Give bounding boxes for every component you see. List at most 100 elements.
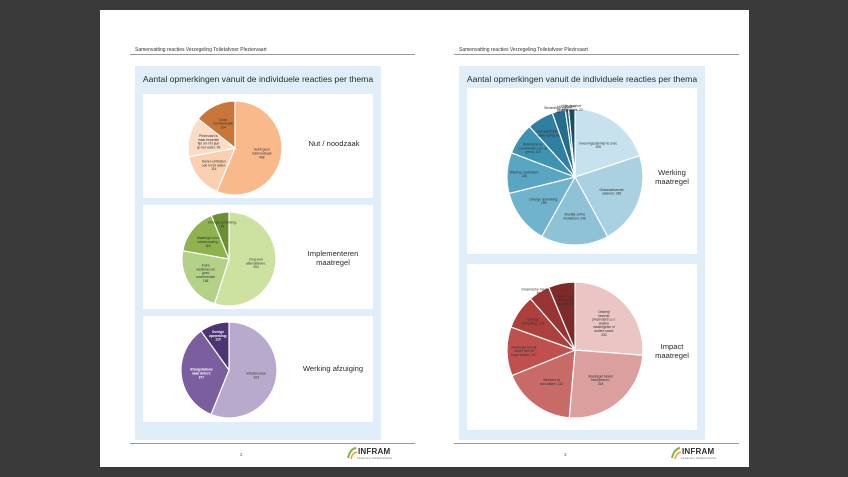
slice-label-line: 199 [541, 201, 547, 205]
theme-label-line: Nut / noodzaak [308, 139, 360, 148]
slice-label-line: Extra [202, 264, 210, 268]
slice-label: Maatregel brengt ander veel te hoge kosten… [511, 345, 536, 357]
pie-slice [188, 147, 236, 193]
slice-label: Overige opmerking; 199 [529, 197, 558, 205]
document-page-left: Samenvatting reacties Verzegeling Toilet… [100, 10, 425, 467]
slice-label-line: Onterrijt [598, 310, 610, 314]
slice-label: Groot nut/noodzaak 104 [213, 118, 233, 130]
slice-label-line: nut/noodzaak [252, 152, 272, 156]
page-number: 3 [564, 452, 567, 457]
slice-label-line: 377 [199, 375, 205, 379]
slice-label: Plezirvaart is maar beperkte tijd om het j… [197, 134, 221, 149]
slice-label: Extra nadenken en goed voorbereiden 168 [196, 264, 215, 283]
infram-logo: INFRAM Infrastructuur, Mobiliteit & Ruim… [346, 446, 401, 462]
slice-label: Heeft geen nut/noodzaak 408 [252, 148, 272, 160]
slice-label-line: wateren; 338 [602, 192, 621, 196]
slice-label-line: Plezirvaart is [199, 134, 218, 138]
slice-label-line: Afzuigstations [190, 368, 213, 372]
slice-label-line: verzegeld; 12 [557, 108, 577, 112]
slice-label-line: 623 [254, 375, 260, 379]
theme-label: Werking maatregel [647, 168, 697, 186]
pie-slice [567, 108, 576, 178]
slice-label-line: Overige opmerking; [208, 221, 237, 225]
slice-label-line: hoge kosten; 147 [511, 353, 536, 357]
pie-slice [180, 330, 230, 416]
pie-slice [511, 349, 576, 419]
slice-label-line: verzegelen; 23 [561, 108, 583, 112]
theme-label-line: Werking [658, 168, 686, 177]
slice-label-line: Maatregel voor [197, 236, 220, 240]
slice-label: Invoeringsstermijn te snel; 305 [579, 141, 617, 149]
slice-label-line: 148 [521, 174, 527, 178]
theme-label: Nut / noodzaak [299, 139, 369, 148]
logo-mark-icon [671, 447, 682, 460]
chart-panel: Aantal opmerkingen vanuit de individuele… [459, 66, 705, 440]
theme-label-line: maatregel [316, 258, 350, 267]
slice-label-line: Groot [219, 118, 227, 122]
slice-label-line: schoolkten; 222 [540, 382, 563, 386]
slice-label-line: installeren; 246 [564, 217, 587, 221]
slice-label-line: privacy bij [558, 298, 573, 302]
slice-label-line: tijd om het jaar [198, 142, 221, 146]
slice-label-line: 48 [557, 110, 561, 114]
slice-label-line: grens; 115 [525, 150, 541, 154]
slice-label: Afzuigstations vaak defect; 377 [190, 368, 213, 380]
pie-slice [182, 214, 230, 260]
slice-label-line: Drasmische maatregel; [521, 287, 555, 291]
slice-label-line: Overige [212, 330, 224, 334]
slice-label-line: 318 [598, 382, 604, 386]
slice-label: Hoe wordt er verzegeld; 12 [557, 104, 577, 112]
slice-label-line: 404 [253, 265, 259, 269]
pie-slice [574, 281, 644, 356]
slice-label-line: Buitenland en [523, 143, 543, 147]
theme-label: Werking afzuiging [293, 364, 373, 373]
slice-label-line: 168 [203, 279, 209, 283]
pie-slice [210, 211, 230, 260]
slice-label-line: 110 [215, 338, 220, 342]
theme-label: Impact maatregel [647, 342, 697, 360]
theme-label-line: Implementeren [307, 249, 359, 258]
logo-tagline: Infrastructuur, Mobiliteit & Ruimte [681, 457, 717, 460]
logo-tagline: Infrastructuur, Mobiliteit & Ruimte [357, 457, 393, 460]
slice-label-line: nut/noodzaak [213, 122, 233, 126]
slice-label-line: onderhouwing; [197, 240, 219, 244]
slice-label-line: 332 [601, 333, 607, 337]
slice-label-line: Dieren ontlasten [202, 160, 226, 164]
slice-label: Infrastructuur; 623 [246, 372, 266, 380]
pie-slice [213, 211, 277, 307]
pie-chart-werking-afzuiging: Infrastructuur; 623 Afzuigstations vaak def… [180, 321, 278, 419]
slice-label-line: bestrijmeren; [591, 378, 610, 382]
slice-label-line: beperkt [598, 314, 609, 318]
slice-label-line: 408 [259, 155, 265, 159]
slice-label-line: opmerking; 103 [522, 321, 545, 325]
pie-slice [568, 349, 644, 419]
theme-label-line: maatregel [655, 177, 689, 186]
slice-label-line: overvloeden van de [519, 146, 548, 150]
slice-label-line: voorbereiden [196, 275, 215, 279]
slice-label: Geclassificeerde wateren; 338 [600, 188, 625, 196]
slice-label-line: 45 [220, 225, 224, 229]
slice-label-line: Wie gaat het [562, 104, 581, 108]
header-divider [130, 54, 415, 55]
pie-slice [197, 100, 236, 150]
chart-card-werking-afzuiging: Infrastructuur; 623 Afzuigstations vaak def… [143, 316, 373, 422]
slice-label-line: plezirvaart t.o.v. [592, 318, 615, 322]
logo-text: INFRAM [682, 447, 715, 456]
slice-label: Onterrijt beperkt plezirvaart t.o.v. andere… [592, 310, 615, 337]
pie-slice [547, 281, 576, 351]
slice-label-line: 104 [220, 125, 226, 129]
slice-label-line: andere [599, 321, 609, 325]
chart-panel: Aantal opmerkingen vanuit de individuele… [135, 66, 381, 440]
slice-label-line: op het water; 99 [197, 145, 221, 149]
slice-label: Winterklaar maken; 48 [544, 106, 572, 114]
slice-label: Overige opmerking; 103 [522, 317, 545, 325]
slice-label-line: Moeilijk zelf te [564, 213, 585, 217]
slice-label-line: Overige opmerking; [529, 197, 558, 201]
slice-label: Overige opmerking; 45 [208, 221, 237, 229]
slice-label-line: alternatieven; [246, 261, 266, 265]
pie-chart-impact-maatregel: Onterrijt beperkt plezirvaart t.o.v. andere… [506, 281, 644, 419]
chart-card-werking-maatregel: Invoeringsstermijn te snel; 305 Geclassifi… [467, 88, 697, 254]
slice-label-line: Hoe wordt alleen [536, 130, 561, 134]
pie-slice [574, 154, 644, 238]
pie-slice [541, 175, 609, 246]
